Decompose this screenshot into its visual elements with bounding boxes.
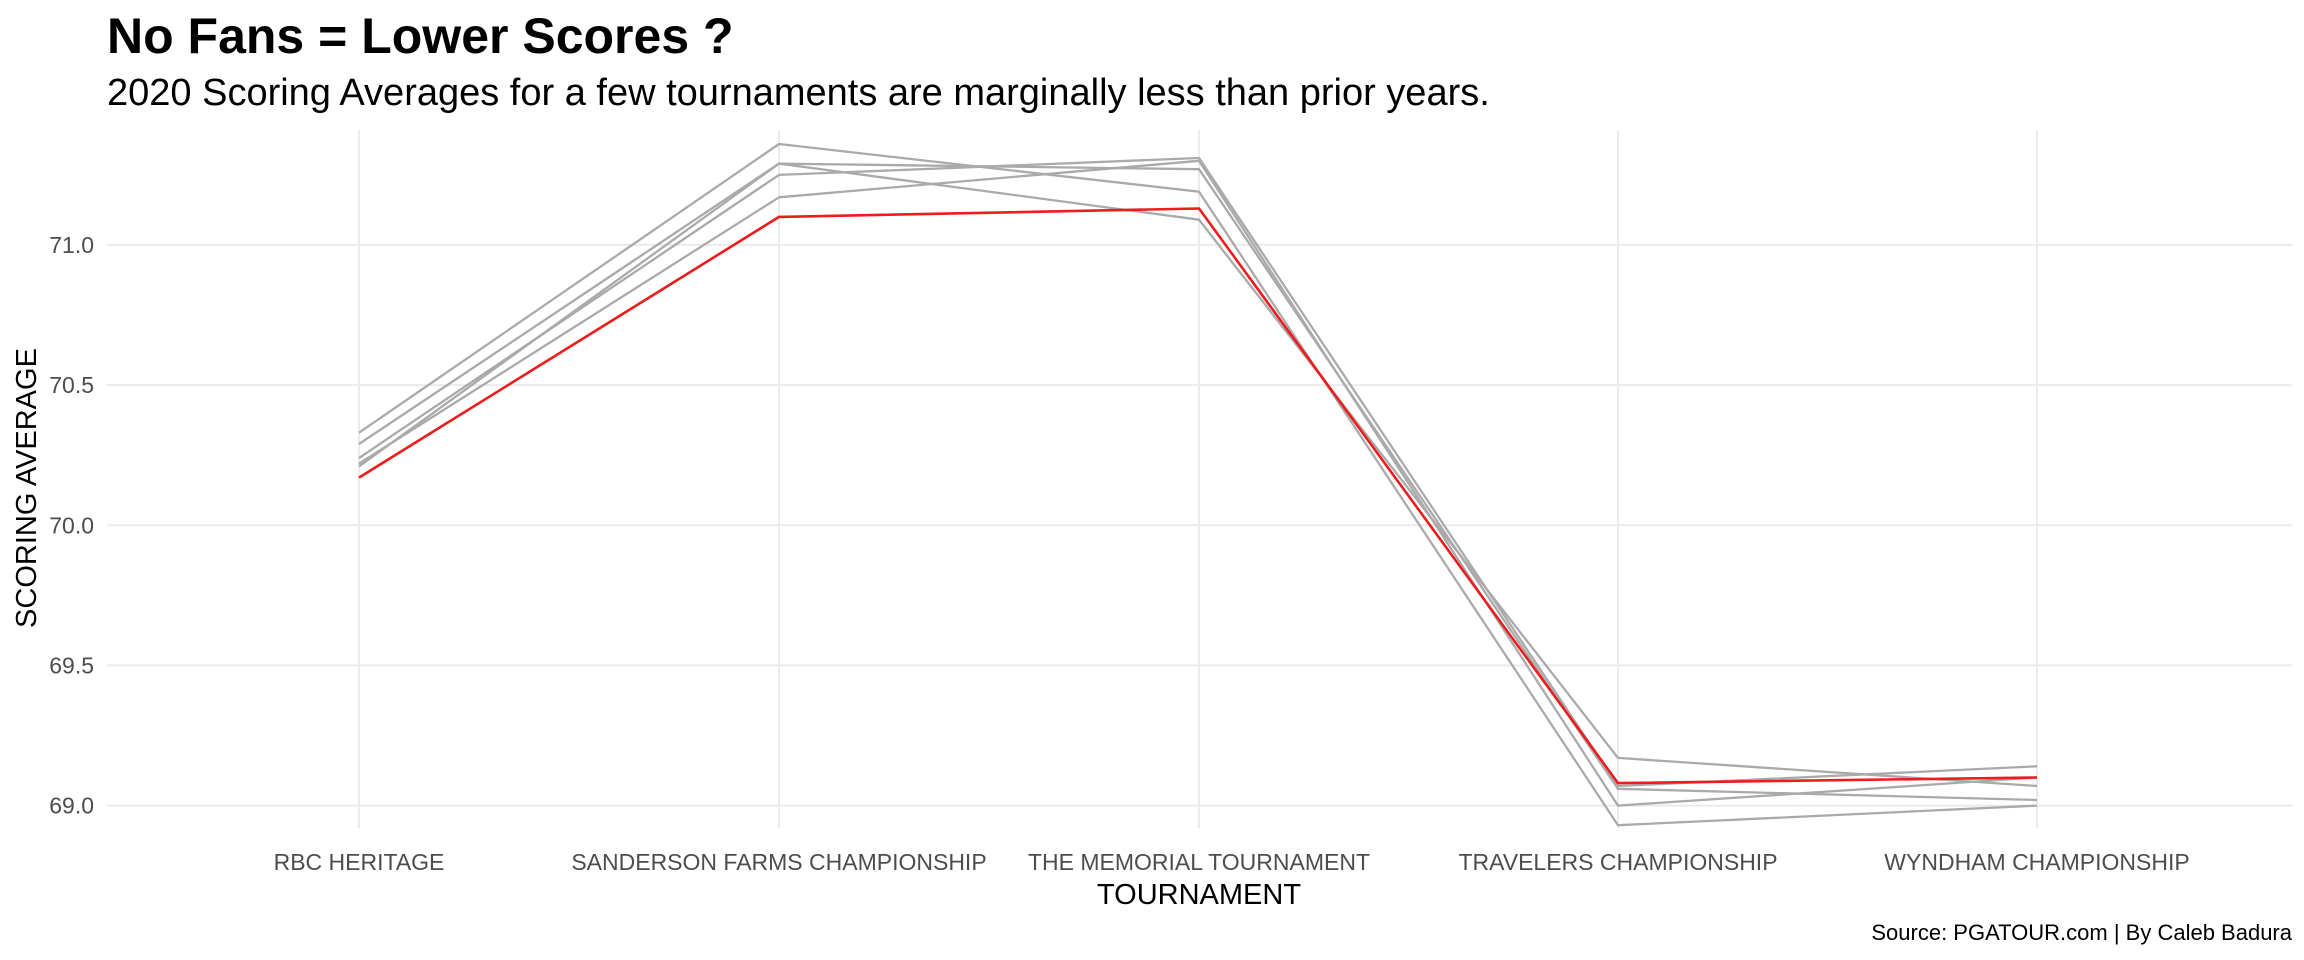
series-line [358, 162, 2038, 802]
x-axis-title: TOURNAMENT [1097, 879, 1301, 911]
chart-subtitle: 2020 Scoring Averages for a few tourname… [107, 72, 1490, 114]
series-line [358, 142, 2038, 827]
x-tick-label: RBC HERITAGE [274, 849, 445, 875]
y-axis-title: SCORING AVERAGE [11, 348, 43, 628]
series-layer [358, 142, 2038, 827]
y-tick-label: 71.0 [49, 232, 94, 258]
x-tick-label: SANDERSON FARMS CHAMPIONSHIP [571, 849, 986, 875]
series-line [358, 156, 2038, 788]
y-tick-label: 70.5 [49, 372, 94, 398]
x-tick-label: WYNDHAM CHAMPIONSHIP [1884, 849, 2189, 875]
x-tick-label: TRAVELERS CHAMPIONSHIP [1458, 849, 1777, 875]
label-layer: 69.0 69.5 70.0 70.5 71.0 RBC HERITAGE SANDERSO… [49, 232, 2189, 875]
source-caption: Source: PGATOUR.com | By Caleb Badura [1871, 920, 2292, 945]
x-tick-label: THE MEMORIAL TOURNAMENT [1028, 849, 1370, 875]
series-line-highlight [358, 207, 2038, 785]
series-line [358, 162, 2038, 788]
chart-title: No Fans = Lower Scores ? [107, 8, 734, 64]
y-tick-label: 69.5 [49, 652, 94, 678]
y-tick-label: 70.0 [49, 512, 94, 538]
y-tick-label: 69.0 [49, 793, 94, 819]
grid-layer [107, 130, 2292, 828]
series-line [358, 159, 2038, 807]
